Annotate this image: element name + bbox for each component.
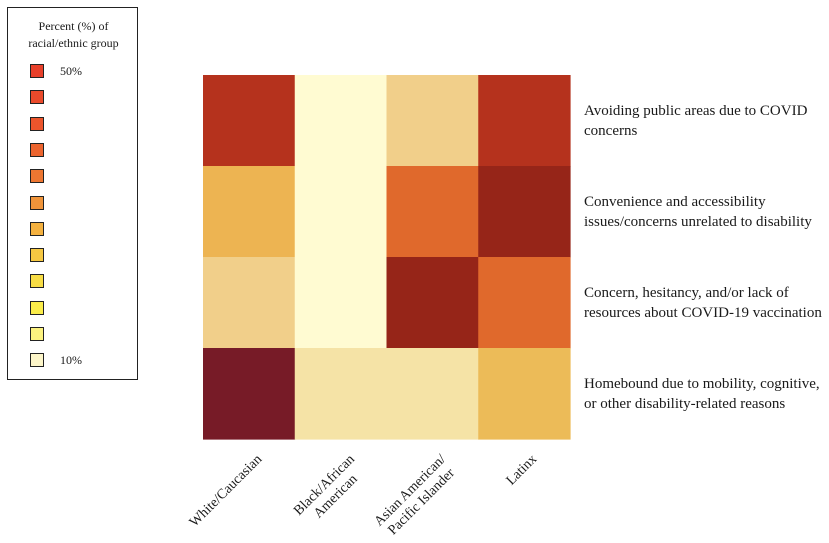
heatmap-cell <box>386 348 479 440</box>
heatmap-cell <box>478 75 571 167</box>
row-label: Concern, hesitancy, and/or lack of resour… <box>584 283 824 323</box>
heatmap-cell <box>478 166 571 258</box>
row-label-line: resources about COVID-19 vaccination <box>584 304 822 321</box>
heatmap-cell <box>294 257 388 349</box>
row-label: Avoiding public areas due to COVID concer… <box>584 101 824 141</box>
legend-swatch <box>30 195 44 210</box>
legend-title-line1: Percent (%) of <box>38 19 109 33</box>
legend-swatch <box>30 248 44 263</box>
legend: Percent (%) of racial/ethnic group 50% 1… <box>7 7 138 380</box>
row-label: Convenience and accessibility issues/conc… <box>584 192 824 232</box>
row-label-line: issues/concerns unrelated to disability <box>584 213 812 230</box>
heatmap-cell <box>386 257 479 349</box>
legend-max-label: 50% <box>60 64 82 78</box>
legend-swatch <box>30 116 44 131</box>
heatmap-cell <box>203 166 296 258</box>
legend-swatch <box>30 327 44 341</box>
heatmap-cell <box>478 348 571 440</box>
heatmap-cell <box>294 348 388 440</box>
legend-title-line2: racial/ethnic group <box>28 36 119 50</box>
row-label-line: or other disability-related reasons <box>584 395 786 412</box>
row-label-line: concerns <box>584 122 638 139</box>
row-label-line: Convenience and accessibility <box>584 193 766 210</box>
row-label-line: Avoiding public areas due to COVID <box>584 102 808 119</box>
legend-swatch <box>30 274 44 289</box>
heatmap-cell <box>386 166 479 258</box>
row-label-line: Concern, hesitancy, and/or lack of <box>584 284 789 301</box>
row-label-line: Homebound due to mobility, cognitive, <box>584 375 820 392</box>
heatmap-cell <box>386 75 479 167</box>
legend-swatch <box>30 300 44 315</box>
heatmap-cell <box>203 257 296 349</box>
heatmap-cell <box>478 257 571 349</box>
heatmap-cell <box>203 348 296 440</box>
heatmap-cell <box>294 166 388 258</box>
legend-min-label: 10% <box>60 353 82 367</box>
row-label: Homebound due to mobility, cognitive, or … <box>584 374 824 414</box>
legend-swatch <box>30 221 44 236</box>
heatmap-cell <box>294 75 388 167</box>
legend-swatch <box>30 90 44 105</box>
legend-title: Percent (%) of racial/ethnic group <box>8 18 139 52</box>
legend-swatch <box>30 142 44 157</box>
legend-swatch <box>30 353 44 368</box>
legend-swatch <box>30 169 44 184</box>
legend-swatch <box>30 64 44 78</box>
heatmap-cell <box>203 75 296 167</box>
